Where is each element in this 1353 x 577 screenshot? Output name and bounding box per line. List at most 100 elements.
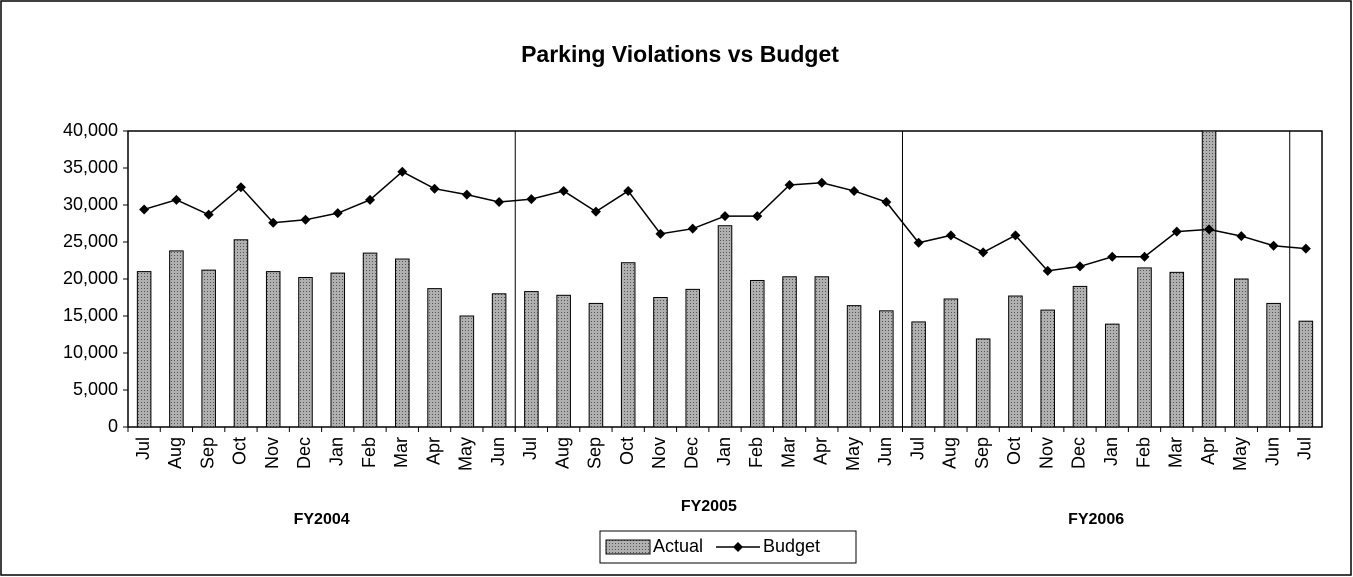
x-tick-label: Jan — [714, 437, 734, 466]
x-tick-label: Feb — [1133, 437, 1153, 468]
x-tick-label: May — [456, 437, 476, 471]
marker — [300, 214, 311, 225]
marker — [558, 185, 569, 196]
marker — [1171, 226, 1182, 237]
bar — [169, 250, 184, 428]
legend-marker — [733, 542, 743, 552]
group-label: FY2005 — [681, 498, 737, 515]
group-label: FY2004 — [294, 511, 350, 528]
marker — [720, 211, 730, 222]
bar — [620, 262, 636, 428]
bar — [395, 258, 410, 428]
legend-swatch — [605, 539, 651, 555]
bar — [298, 277, 313, 428]
group-label: FY2006 — [1068, 511, 1124, 528]
y-tick-label: 40,000 — [63, 120, 118, 140]
chart-title: Parking Violations vs Budget — [521, 41, 839, 67]
x-tick-label: Jul — [907, 437, 927, 460]
x-tick-label: Jun — [1262, 437, 1282, 466]
marker — [526, 194, 537, 205]
x-tick-label: Sep — [972, 437, 992, 469]
x-tick-label: Aug — [165, 437, 185, 469]
bar — [653, 297, 668, 428]
bar — [685, 288, 701, 428]
x-tick-label: May — [843, 437, 863, 471]
x-tick-label: Jan — [1101, 437, 1121, 466]
x-tick-label: Feb — [746, 437, 766, 468]
marker — [687, 223, 698, 234]
marker — [913, 237, 924, 248]
marker — [397, 166, 408, 177]
marker — [235, 182, 246, 193]
bar — [1040, 309, 1055, 428]
bar — [846, 305, 862, 428]
marker — [494, 197, 505, 208]
marker — [978, 247, 989, 258]
y-tick-label: 5,000 — [73, 379, 118, 399]
y-tick-label: 35,000 — [63, 157, 118, 177]
marker — [1139, 251, 1150, 262]
x-tick-label: Oct — [617, 437, 637, 465]
bar — [265, 271, 281, 428]
bar — [782, 276, 797, 428]
marker — [1010, 230, 1021, 241]
marker — [1074, 261, 1085, 272]
marker — [590, 206, 601, 217]
bar — [1201, 130, 1217, 428]
marker — [752, 211, 763, 222]
bar — [749, 279, 765, 428]
x-tick-label: Jul — [1295, 437, 1315, 460]
marker — [1042, 265, 1053, 276]
bar — [588, 302, 604, 428]
bar — [943, 298, 959, 428]
marker — [203, 209, 214, 220]
marker — [623, 185, 634, 196]
x-tick-label: Aug — [552, 437, 572, 469]
x-tick-label: Oct — [1004, 437, 1024, 465]
x-tick-label: Oct — [230, 437, 250, 465]
bar — [556, 294, 571, 428]
x-tick-label: Aug — [940, 437, 960, 469]
marker — [1268, 240, 1279, 251]
marker — [365, 194, 376, 205]
bar — [1137, 267, 1152, 428]
bar — [1072, 285, 1088, 428]
bar — [233, 239, 249, 428]
bar — [362, 252, 378, 428]
bar — [491, 293, 507, 428]
x-tick-label: Jul — [520, 437, 540, 460]
marker — [655, 228, 666, 239]
x-tick-label: Apr — [423, 437, 443, 465]
bar — [975, 338, 991, 428]
x-tick-label: Jun — [488, 437, 508, 466]
bar — [814, 276, 830, 428]
bar — [879, 310, 894, 428]
x-tick-label: Mar — [391, 437, 411, 468]
x-tick-label: Dec — [294, 437, 314, 469]
bar — [1234, 278, 1249, 428]
x-tick-label: Sep — [197, 437, 217, 469]
x-tick-label: Nov — [262, 437, 282, 469]
bar — [911, 321, 926, 428]
marker — [1204, 224, 1215, 235]
x-tick-label: Feb — [359, 437, 379, 468]
bar — [1169, 271, 1185, 428]
x-tick-label: Apr — [811, 437, 831, 465]
y-tick-label: 25,000 — [63, 231, 118, 251]
x-tick-label: Jan — [327, 437, 347, 466]
x-tick-label: Mar — [1166, 437, 1186, 468]
bar — [1298, 320, 1314, 428]
bar — [1104, 323, 1120, 428]
legend-label: Budget — [763, 536, 820, 556]
legend-label: Actual — [653, 536, 703, 556]
marker — [332, 208, 343, 219]
bar — [524, 291, 539, 428]
bar — [201, 269, 216, 428]
x-tick-label: Mar — [778, 437, 798, 468]
marker — [1107, 251, 1118, 262]
y-tick-label: 20,000 — [63, 268, 118, 288]
bar — [1266, 302, 1281, 428]
x-tick-label: Dec — [1069, 437, 1089, 469]
